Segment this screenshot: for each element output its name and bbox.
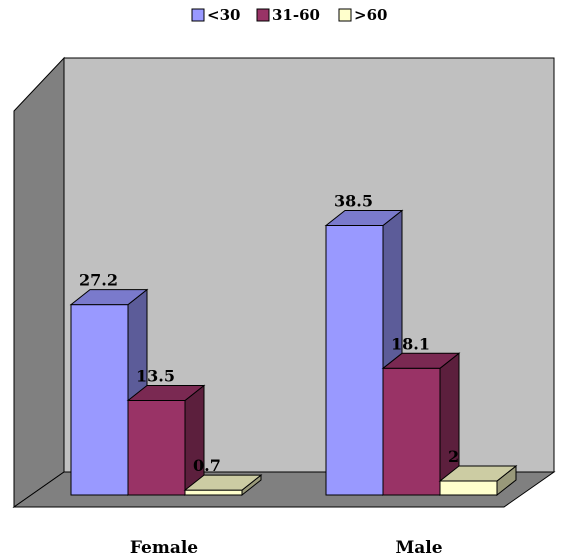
bar-female-31-60-top xyxy=(126,385,206,401)
legend-item-under-30: <30 xyxy=(191,6,240,24)
bar-male-over-60-top xyxy=(438,465,518,482)
value-label-male-over-60: 2 xyxy=(448,447,459,466)
value-labels-group: 27.2 13.5 0.7 38.5 18.1 2 xyxy=(79,192,459,476)
legend-label-under-30: <30 xyxy=(207,6,240,24)
bar-male-over-60 xyxy=(438,464,518,497)
bar-male-under-30-top xyxy=(324,210,404,226)
legend-label-31-60: 31-60 xyxy=(272,6,320,24)
category-label-male: Male xyxy=(395,538,442,557)
bar-female-over-60-front xyxy=(184,489,243,496)
bar-male-31-60-front xyxy=(382,367,441,496)
bar-female-31-60 xyxy=(126,384,206,497)
legend-label-over-60: >60 xyxy=(354,6,387,24)
bars-group xyxy=(69,209,518,497)
bar-male-31-60 xyxy=(381,352,461,497)
category-label-female: Female xyxy=(130,538,198,557)
legend-swatch-over-60 xyxy=(338,8,352,22)
side-wall xyxy=(13,56,65,508)
value-label-female-under-30: 27.2 xyxy=(79,271,118,290)
legend-swatch-under-30 xyxy=(191,8,205,22)
value-label-male-31-60: 18.1 xyxy=(391,334,430,353)
value-label-male-under-30: 38.5 xyxy=(334,192,373,211)
legend-item-over-60: >60 xyxy=(338,6,387,24)
value-label-female-over-60: 0.7 xyxy=(193,456,221,475)
bar-male-under-30-front xyxy=(325,225,384,496)
legend-item-31-60: 31-60 xyxy=(256,6,320,24)
legend: <30 31-60 >60 xyxy=(191,6,387,24)
legend-swatch-31-60 xyxy=(256,8,270,22)
value-label-female-31-60: 13.5 xyxy=(136,367,175,386)
bar-female-over-60 xyxy=(183,474,263,497)
bar-male-31-60-top xyxy=(381,352,461,369)
bar-female-under-30 xyxy=(69,288,149,497)
bar-female-under-30-front xyxy=(70,304,129,496)
bar-male-over-60-front xyxy=(439,480,498,496)
bar-female-31-60-front xyxy=(127,400,186,496)
bar-female-under-30-top xyxy=(69,289,149,306)
bar-female-over-60-top xyxy=(183,474,263,491)
